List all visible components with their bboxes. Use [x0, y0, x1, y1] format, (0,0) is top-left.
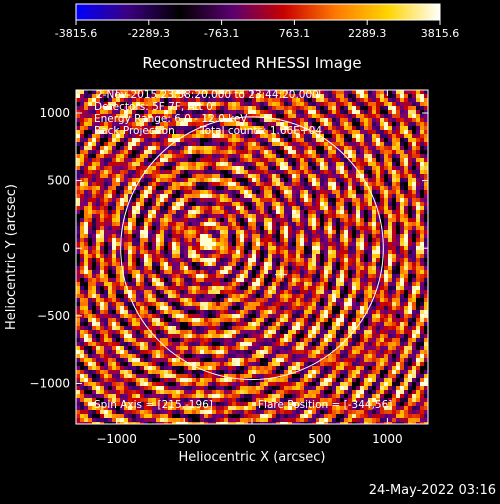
heatmap-image [76, 90, 428, 426]
x-tick-label: 500 [308, 432, 331, 446]
y-tick-label: −500 [37, 309, 70, 323]
x-tick-label: −1000 [96, 432, 137, 446]
annotation-time-range: 2-Nov-2015 23:38:20.000 to 23:44:20.000 [96, 89, 319, 101]
annotation-flare-position: Flare Position = [-344,56] [258, 399, 392, 411]
colorbar [76, 4, 440, 20]
colorbar-ticks: -3815.6 -2289.3 -763.1 763.1 2289.3 3815.6 [55, 20, 459, 40]
colorbar-tick-label: -2289.3 [128, 27, 170, 40]
x-axis-label: Heliocentric X (arcsec) [179, 450, 326, 465]
y-tick-label: 1000 [39, 106, 70, 120]
annotation-spin-axis: Spin Axis = [215,-196] [94, 399, 213, 411]
annotation-energy-range: Energy Range: 6.0 - 12.0 keV [94, 113, 248, 125]
timestamp: 24-May-2022 03:16 [369, 483, 496, 498]
annotation-method: Back Projection [94, 125, 175, 137]
annotation-detectors: Detectors: 5F 7F, Att 0 [94, 101, 213, 113]
y-axis-label: Heliocentric Y (arcsec) [4, 184, 19, 330]
x-tick-label: 1000 [372, 432, 403, 446]
colorbar-tick-label: 763.1 [279, 27, 311, 40]
y-tick-label: 0 [62, 241, 70, 255]
annotation-total-counts: Total counts: 1.66E+04 [199, 125, 322, 137]
y-tick-label: 500 [47, 174, 70, 188]
chart-title: Reconstructed RHESSI Image [142, 54, 361, 72]
colorbar-tick-label: -763.1 [204, 27, 239, 40]
y-tick-label: −1000 [29, 376, 70, 390]
x-tick-label: −500 [168, 432, 201, 446]
x-tick-label: 0 [248, 432, 256, 446]
colorbar-tick-label: -3815.6 [55, 27, 97, 40]
colorbar-tick-label: 3815.6 [421, 27, 460, 40]
colorbar-tick-label: 2289.3 [348, 27, 387, 40]
